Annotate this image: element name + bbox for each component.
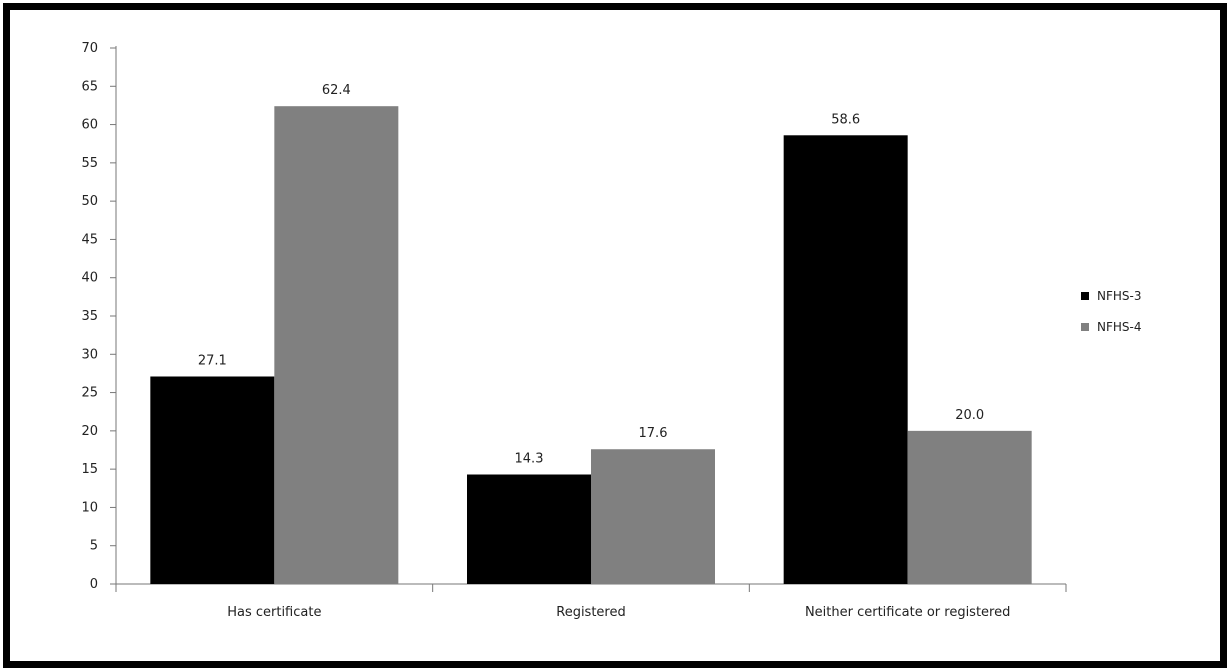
bar-nfhs-3 <box>150 376 275 584</box>
data-label: 14.3 <box>515 452 544 467</box>
data-label: 20.0 <box>955 408 984 423</box>
y-tick-label: 5 <box>90 539 98 554</box>
y-tick-label: 70 <box>81 41 98 56</box>
y-tick-label: 40 <box>81 271 98 286</box>
y-tick-label: 65 <box>81 79 98 94</box>
data-label: 27.1 <box>198 353 227 368</box>
y-tick-label: 45 <box>81 232 98 247</box>
y-tick-label: 0 <box>90 577 98 592</box>
legend-label: NFHS-3 <box>1097 289 1141 303</box>
bar-nfhs-3 <box>467 474 591 584</box>
y-tick-label: 15 <box>81 462 98 477</box>
legend-label: NFHS-4 <box>1097 320 1141 334</box>
y-tick-label: 20 <box>81 424 98 439</box>
category-label: Registered <box>556 605 626 620</box>
category-label: Has certificate <box>227 605 321 620</box>
chart-legend: NFHS-3 NFHS-4 <box>1081 289 1141 334</box>
category-label: Neither certificate or registered <box>805 605 1010 620</box>
legend-swatch <box>1081 292 1089 300</box>
y-tick-label: 55 <box>81 156 98 171</box>
y-tick-label: 25 <box>81 386 98 401</box>
bar-nfhs-3 <box>783 135 908 584</box>
bar-nfhs-4 <box>907 430 1032 584</box>
legend-swatch <box>1081 323 1089 331</box>
y-tick-label: 35 <box>81 309 98 324</box>
bar-nfhs-4 <box>591 449 715 584</box>
data-label: 17.6 <box>639 426 668 441</box>
bar-nfhs-4 <box>274 106 399 585</box>
data-label: 58.6 <box>831 112 860 127</box>
data-label: 62.4 <box>322 83 351 98</box>
y-tick-label: 50 <box>81 194 98 209</box>
y-tick-label: 30 <box>81 347 98 362</box>
chart-bars: 27.1 62.4 14.3 17.6 58.6 20.0 <box>150 83 1032 585</box>
y-tick-label: 60 <box>81 118 98 133</box>
y-tick-label: 10 <box>81 500 98 515</box>
